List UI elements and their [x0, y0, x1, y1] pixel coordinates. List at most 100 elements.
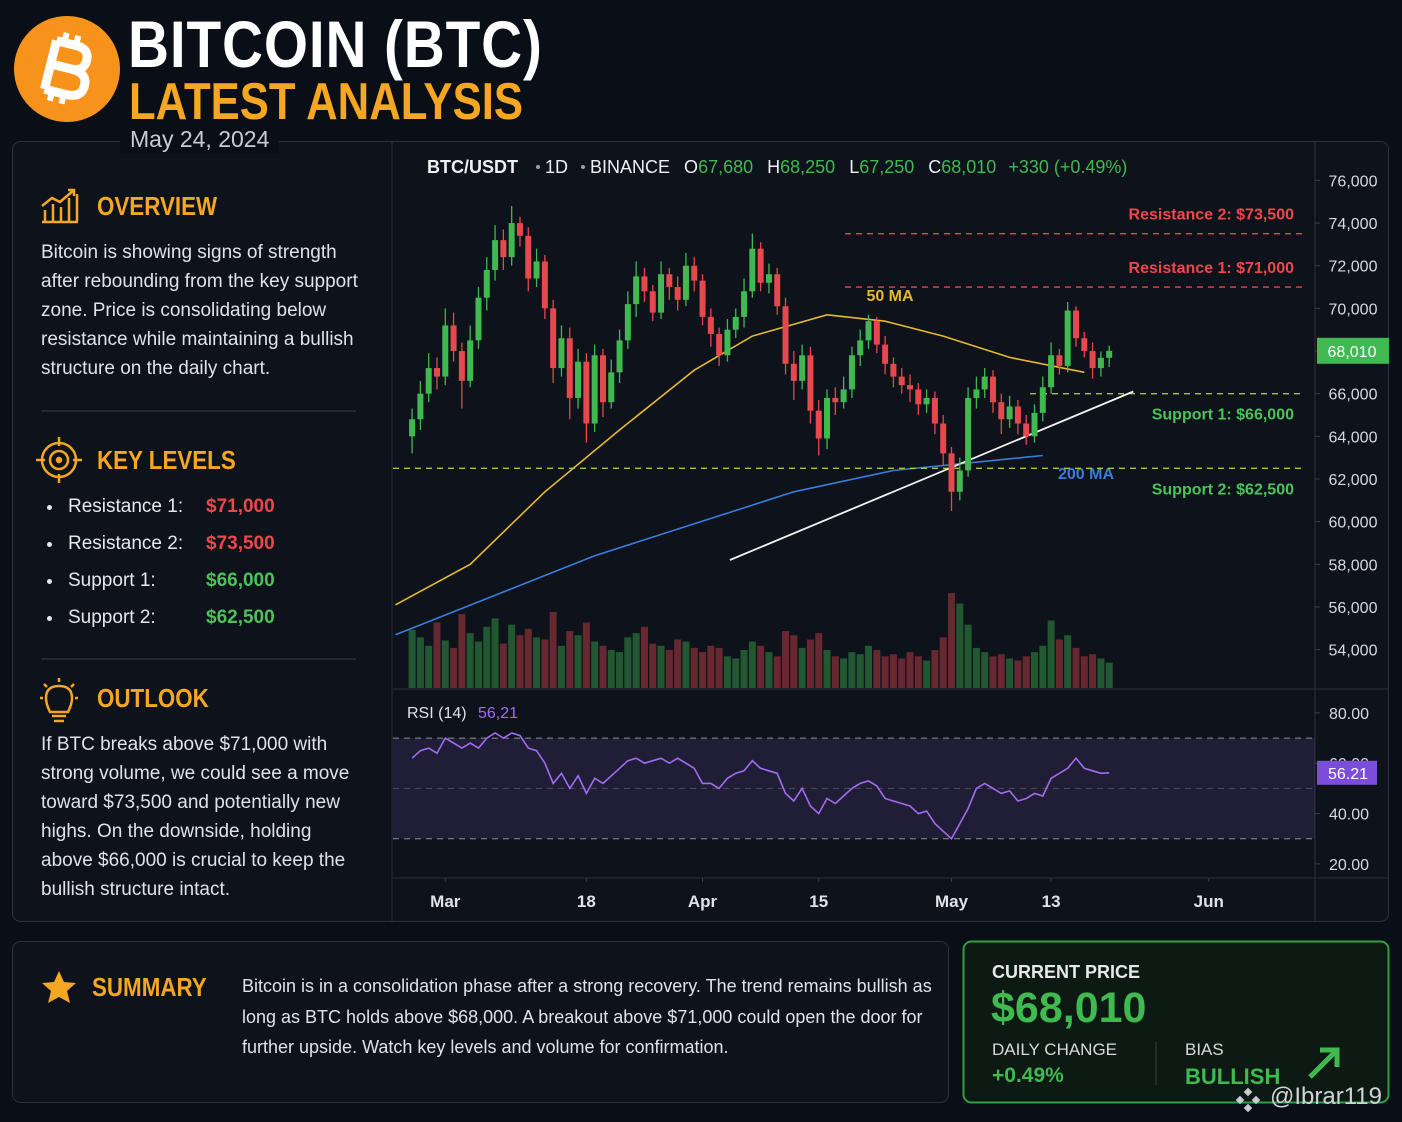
dot: [536, 165, 540, 169]
candle-body: [1106, 350, 1113, 358]
candle-body: [699, 280, 706, 317]
bias-label: BIAS: [1185, 1040, 1224, 1059]
volume-bar: [466, 633, 474, 688]
candle-body: [848, 355, 855, 390]
candle-body: [608, 372, 615, 403]
volume-bar: [1039, 645, 1047, 688]
rsi-band: [393, 738, 1315, 839]
rsi-title: RSI (14): [407, 705, 467, 722]
candle-body: [981, 376, 988, 390]
candle-body: [516, 223, 523, 236]
candle-body: [616, 340, 623, 373]
volume-bar: [840, 658, 848, 688]
volume-bar: [574, 635, 582, 688]
candle-body: [857, 340, 864, 356]
volume-bar: [682, 641, 690, 688]
candle-body: [475, 297, 482, 341]
candle-body: [1072, 310, 1079, 339]
candle-body: [749, 248, 756, 292]
candle-body: [583, 361, 590, 424]
level-label: Resistance 1: $71,000: [1129, 260, 1295, 277]
ohlc-key: L: [849, 157, 859, 177]
volume-bar: [616, 652, 624, 688]
y-tick-label: 72,000: [1329, 259, 1378, 276]
section-title: OVERVIEW: [97, 191, 218, 221]
candle-body: [599, 355, 606, 403]
subtitle: LATEST ANALYSIS: [129, 73, 523, 131]
volume-bar: [607, 650, 615, 688]
volume-bar: [773, 656, 781, 688]
candle-body: [923, 397, 930, 405]
volume-bar: [1072, 647, 1080, 688]
y-tick-label: 54,000: [1329, 643, 1378, 660]
candle-body: [674, 287, 681, 300]
candle-body: [956, 470, 963, 492]
bullet: [47, 579, 52, 584]
x-tick-label: Jun: [1194, 892, 1224, 911]
candle-body: [558, 338, 565, 369]
ohlc-value: 67,250: [859, 157, 914, 177]
candle-body: [990, 376, 997, 403]
y-tick-label: 20.00: [1329, 857, 1369, 874]
volume-bar: [649, 643, 657, 688]
volume-bar: [632, 633, 640, 688]
candle-body: [691, 265, 698, 281]
volume-bar: [1055, 639, 1063, 688]
ohlc-value: 68,010: [941, 157, 996, 177]
candle-body: [1081, 338, 1088, 352]
candle-body: [624, 304, 631, 341]
key-level-value: $66,000: [206, 570, 275, 591]
candle-body: [433, 368, 440, 377]
candle-body: [409, 419, 416, 437]
price: $68,010: [991, 984, 1147, 1032]
volume-bar: [732, 658, 740, 688]
candle-body: [824, 397, 831, 439]
volume-bar: [549, 612, 557, 688]
candle-body: [815, 410, 822, 439]
candle-body: [790, 363, 797, 381]
x-tick-label: 15: [809, 892, 828, 911]
volume-bar: [408, 629, 416, 688]
candle-body: [450, 325, 457, 352]
volume-bar: [757, 645, 765, 688]
candle-body: [649, 291, 656, 313]
candle-body: [998, 402, 1005, 420]
candle-body: [707, 316, 714, 334]
ohlc-key: C: [928, 157, 941, 177]
interval: 1D: [545, 157, 568, 177]
volume-bar: [433, 622, 441, 688]
bulb-icon: [40, 678, 78, 723]
candle-body: [965, 397, 972, 471]
candle-body: [882, 344, 889, 364]
y-tick-label: 64,000: [1329, 429, 1378, 446]
section-title: SUMMARY: [92, 972, 207, 1002]
candle-body: [732, 316, 739, 330]
y-tick-label: 62,000: [1329, 472, 1378, 489]
rsi-line: [411, 732, 1110, 840]
volume-bar: [1030, 652, 1038, 688]
candle-body: [500, 240, 507, 258]
volume-bar: [458, 614, 466, 688]
volume-bar: [740, 650, 748, 688]
volume-bar: [972, 647, 980, 688]
key-level: Resistance 2: $73,500: [68, 533, 275, 555]
candle-body: [467, 340, 474, 381]
volume-bar: [889, 654, 897, 688]
candle-body: [940, 423, 947, 454]
candle-body: [417, 393, 424, 420]
volume-bar: [541, 639, 549, 688]
volume-bar: [931, 650, 939, 688]
arrow-icon: [1308, 1047, 1340, 1079]
volume-bar: [674, 639, 682, 688]
volume-bar: [898, 658, 906, 688]
volume-bar: [1047, 620, 1055, 688]
candle-body: [716, 333, 723, 356]
candle-body: [741, 291, 748, 317]
title: BITCOIN (BTC): [128, 7, 543, 81]
volume-bar: [425, 645, 433, 688]
key-level-label: Support 2:: [68, 607, 156, 628]
rsi-tag-label: 56.21: [1328, 766, 1368, 783]
bullet: [47, 542, 52, 547]
volume-bar: [831, 656, 839, 688]
